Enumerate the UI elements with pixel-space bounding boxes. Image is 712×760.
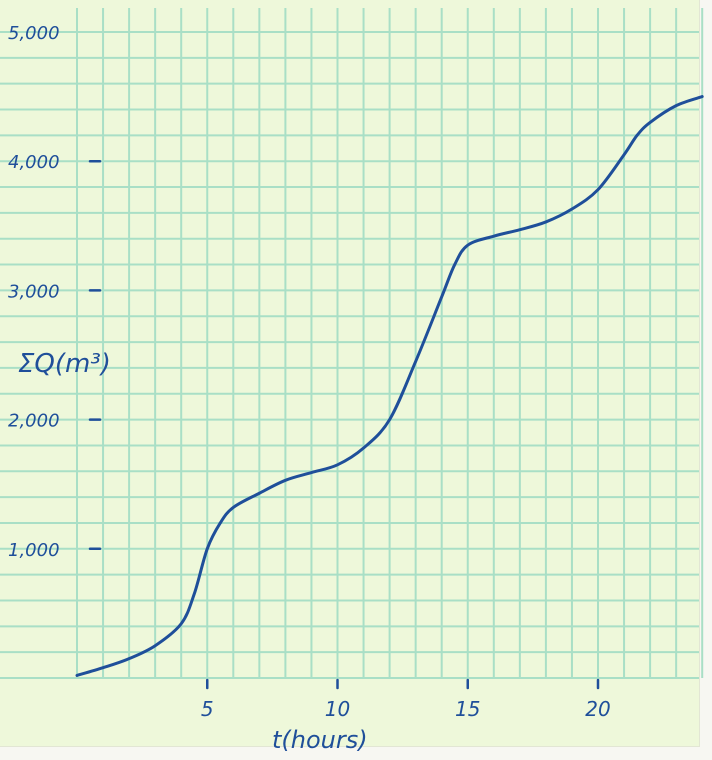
y-axis-label: ΣQ(m³): [18, 349, 111, 379]
x-tick-label: 5: [201, 697, 214, 721]
y-axis-ticks: 1,000 2,000 3,000 4,000 5,000: [8, 23, 102, 561]
y-tick-label: 5,000: [8, 23, 60, 44]
x-axis-ticks: 5 10 15 20: [201, 678, 611, 721]
y-tick-label: 1,000: [8, 540, 60, 561]
y-tick-label: 4,000: [8, 152, 60, 173]
graph-paper: [0, 0, 700, 747]
data-curve: [75, 95, 704, 677]
grid-lines: [0, 8, 704, 679]
y-tick-label: 3,000: [8, 281, 60, 302]
x-axis-label: t(hours): [272, 726, 368, 754]
x-tick-label: 15: [455, 697, 480, 721]
x-tick-label: 20: [585, 697, 610, 721]
x-tick-label: 10: [325, 697, 350, 721]
y-tick-label: 2,000: [8, 411, 60, 432]
